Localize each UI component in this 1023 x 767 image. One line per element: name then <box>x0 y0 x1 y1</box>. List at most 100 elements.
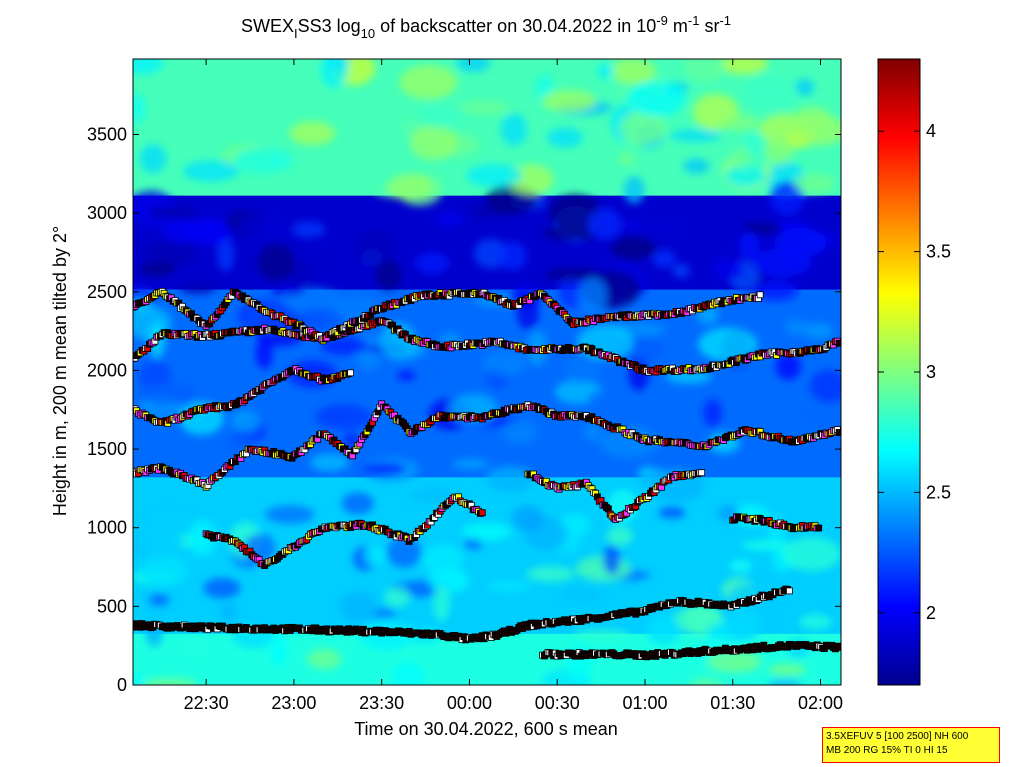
field-blob <box>578 277 608 313</box>
field-blob <box>358 229 395 268</box>
field-blob <box>597 63 615 80</box>
layer-marker <box>786 587 793 595</box>
field-blob <box>497 241 528 271</box>
field-blob <box>203 577 241 599</box>
field-blob <box>646 614 681 646</box>
field-blob <box>485 466 535 492</box>
field-band <box>133 486 841 499</box>
field-blob <box>611 236 658 260</box>
field-blob <box>669 129 722 142</box>
field-band <box>133 90 841 102</box>
field-blob <box>435 212 464 226</box>
field-blob <box>558 273 586 309</box>
field-band <box>133 278 841 290</box>
field-blob <box>364 546 385 565</box>
field-band <box>133 330 841 342</box>
field-blob <box>144 238 196 267</box>
field-blob <box>341 492 374 515</box>
x-tick-label: 01:00 <box>622 693 667 713</box>
field-blob <box>672 264 690 278</box>
field-blob <box>547 127 583 148</box>
x-tick-label: 23:30 <box>359 693 404 713</box>
field-blob <box>606 525 633 547</box>
field-blob <box>752 280 799 301</box>
x-tick-label: 23:00 <box>271 693 316 713</box>
field-blob <box>186 218 233 245</box>
colorbar <box>877 58 921 686</box>
field-band <box>133 121 841 134</box>
x-tick-label: 22:30 <box>184 693 229 713</box>
field-blob <box>384 586 411 607</box>
field-band <box>133 152 841 165</box>
field-blob <box>461 522 512 541</box>
field-blob <box>466 164 523 187</box>
field-blob <box>237 216 298 234</box>
field-blob <box>139 262 176 276</box>
field-blob <box>602 544 621 574</box>
field-blob <box>386 173 434 201</box>
field-blob <box>142 678 198 685</box>
field-band <box>133 674 841 685</box>
field-blob <box>623 176 645 204</box>
field-blob <box>306 648 342 670</box>
field-blob <box>763 135 795 165</box>
layer-marker <box>698 469 706 477</box>
field-band <box>133 267 841 280</box>
field-blob <box>713 258 744 281</box>
layer-markers <box>133 287 841 661</box>
field-blob <box>731 145 753 170</box>
field-band <box>133 507 841 520</box>
field-blob <box>433 585 450 622</box>
x-tick-label: 00:00 <box>447 693 492 713</box>
field-blob <box>182 160 239 182</box>
field-blob <box>794 78 815 96</box>
field-blob <box>399 64 458 100</box>
field-blob <box>486 581 531 592</box>
info-line-2: MB 200 RG 15% TI 0 HI 15 <box>826 745 948 756</box>
plot-area <box>133 59 841 685</box>
field-band <box>133 184 841 196</box>
field-band <box>133 549 841 561</box>
field-band <box>133 570 841 582</box>
field-blob <box>386 536 422 568</box>
field-blob <box>361 462 406 477</box>
field-blob <box>775 353 801 380</box>
layer-marker <box>815 524 823 532</box>
layer-marker <box>347 369 354 377</box>
field-blob <box>798 582 841 596</box>
layer-marker <box>835 429 841 436</box>
field-blob <box>543 225 599 241</box>
x-tick-label: 00:30 <box>535 693 580 713</box>
field-band <box>133 643 841 655</box>
field-band <box>133 653 841 666</box>
field-blob <box>742 74 795 113</box>
field-blob <box>290 256 310 288</box>
field-blob <box>639 466 656 478</box>
field-blob <box>587 208 622 240</box>
field-band <box>133 559 841 572</box>
field-blob <box>397 369 417 382</box>
field-blob <box>618 152 636 166</box>
field-blob <box>784 319 810 336</box>
field-blob <box>133 672 146 685</box>
field-blob <box>703 399 723 427</box>
field-blob <box>740 539 793 552</box>
y-axis: 0 500 1000 1500 2000 2500 3000 3500 <box>87 124 841 695</box>
field-band <box>133 132 841 144</box>
field-blob <box>793 173 835 194</box>
y-tick-label: 0 <box>117 675 127 695</box>
layer-marker <box>756 291 764 299</box>
field-blob <box>725 164 767 188</box>
field-blob <box>743 222 783 234</box>
y-tick-label: 2000 <box>87 360 127 380</box>
field-blob <box>768 663 807 676</box>
field-band <box>133 664 841 676</box>
field-blob <box>391 661 426 685</box>
field-blob <box>573 629 630 640</box>
field-blob <box>148 593 170 607</box>
field-blob <box>133 59 164 75</box>
field-blob <box>265 505 315 524</box>
field-band <box>133 497 841 509</box>
field-band <box>133 445 841 457</box>
